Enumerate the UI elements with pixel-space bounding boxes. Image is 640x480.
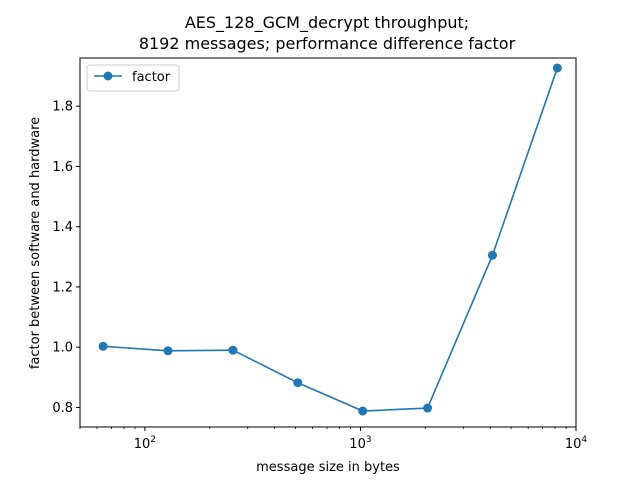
x-tick-label: 104 [565,435,588,452]
data-point [552,63,562,73]
legend-label: factor [132,70,171,85]
y-tick-label: 0.8 [52,401,73,416]
data-point [98,341,108,351]
legend-box [86,64,180,92]
data-point [358,406,368,416]
x-tick-label: 102 [134,435,156,452]
data-point [228,345,238,355]
y-tick-label: 1.4 [52,220,73,235]
x-tick-label: 103 [349,435,371,452]
y-tick-label: 1.8 [52,100,73,115]
plot-frame [79,57,577,428]
y-axis: 0.8 1.0 1.2 1.4 1.6 1.8 [52,100,80,416]
y-tick-label: 1.0 [52,341,73,356]
x-axis-label: message size in bytes [256,460,400,475]
legend-marker-swatch [103,71,113,81]
chart-title-line-2: 8192 messages; performance difference fa… [139,34,516,53]
data-point [293,378,303,388]
chart-title-line-1: AES_128_GCM_decrypt throughput; [185,13,469,33]
y-tick-label: 1.6 [52,160,73,175]
series-line [103,67,559,412]
data-point [163,346,173,356]
data-point [487,250,497,260]
plot-series [98,63,562,416]
y-axis-label: factor between software and hardware [28,117,43,369]
y-tick-label: 1.2 [52,280,73,295]
x-axis: 102 103 104 [79,427,588,452]
data-point [423,403,433,413]
legend: factor [86,64,180,92]
